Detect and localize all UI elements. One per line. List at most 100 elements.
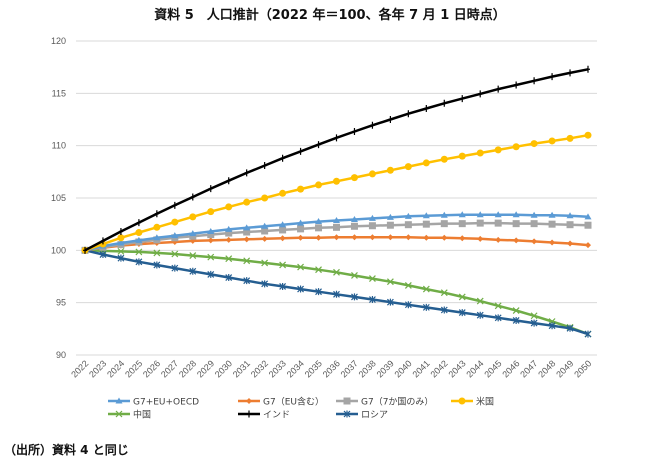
data-point (512, 316, 520, 324)
data-point (386, 298, 394, 306)
legend-marker (115, 397, 123, 404)
data-point (297, 185, 305, 193)
data-point (225, 229, 233, 237)
data-point (531, 238, 538, 245)
data-point (442, 99, 447, 107)
data-point (422, 285, 430, 293)
data-point (458, 211, 466, 218)
data-point (207, 227, 215, 234)
data-point (476, 297, 484, 305)
data-point (458, 293, 466, 301)
legend-item: G7（7か国のみ） (336, 397, 433, 408)
series-line (84, 133, 589, 252)
data-point (530, 319, 538, 327)
x-tick-label: 2045 (482, 358, 503, 379)
data-point (458, 309, 466, 317)
y-tick-label: 90 (56, 350, 66, 360)
data-point (386, 213, 394, 220)
data-point (440, 306, 448, 314)
data-point (458, 152, 466, 160)
data-point (243, 198, 251, 206)
data-point (261, 280, 269, 288)
data-point (476, 149, 484, 157)
data-point (117, 254, 125, 262)
data-point (494, 302, 502, 310)
data-point (458, 220, 466, 228)
data-point (117, 234, 125, 242)
data-point (494, 219, 502, 227)
x-tick-label: 2038 (357, 358, 378, 379)
data-point (406, 110, 411, 118)
legend-label: 中国 (133, 409, 151, 421)
data-point (369, 234, 376, 241)
legend-label: G7（7か国のみ） (361, 397, 433, 408)
data-point (333, 177, 340, 185)
data-point (261, 235, 268, 242)
data-point (297, 285, 304, 293)
data-point (135, 236, 143, 243)
data-point (279, 189, 287, 197)
legend-label: インド (263, 411, 290, 421)
x-tick-label: 2025 (123, 358, 144, 379)
data-point (261, 259, 269, 267)
x-tick-label: 2027 (159, 358, 180, 379)
x-tick-label: 2043 (446, 358, 467, 379)
data-point (135, 229, 143, 237)
data-point (279, 221, 287, 228)
data-point (207, 208, 215, 216)
x-tick-label: 2031 (231, 358, 252, 379)
legend-label: G7+EU+OECD (133, 398, 199, 408)
data-point (171, 250, 179, 258)
data-point (369, 275, 376, 283)
data-point (261, 227, 269, 235)
data-point (404, 221, 412, 229)
data-point (586, 65, 590, 73)
data-point (388, 116, 393, 123)
legend-item: インド (238, 410, 290, 421)
data-point (135, 258, 143, 266)
data-point (153, 261, 161, 269)
y-tick-label: 110 (52, 141, 66, 151)
data-point (422, 303, 430, 311)
x-tick-label: 2039 (375, 358, 396, 379)
data-point (584, 221, 592, 229)
x-tick-label: 2047 (518, 358, 539, 379)
data-point (422, 212, 430, 219)
data-point (153, 234, 161, 241)
legend-item: G7（EU含む） (238, 396, 324, 408)
x-tick-label: 2050 (572, 358, 593, 379)
data-point (585, 242, 591, 249)
data-point (208, 185, 213, 193)
data-point (153, 249, 161, 257)
y-tick-label: 120 (51, 36, 66, 46)
data-point (584, 213, 592, 220)
data-point (261, 222, 269, 229)
data-point (350, 222, 358, 230)
line-chart: 90 95 100 105 110 115 120 20222023202420252026… (51, 36, 597, 421)
legend-label: G7（EU含む） (263, 396, 324, 408)
data-point (297, 234, 304, 241)
x-tick-label: 2048 (536, 358, 557, 379)
data-point (460, 95, 465, 103)
x-tick-label: 2024 (105, 358, 126, 379)
legend-marker (246, 398, 252, 404)
data-point (315, 218, 323, 225)
data-point (530, 211, 538, 218)
data-point (494, 314, 502, 322)
gridlines (76, 40, 597, 356)
data-point (171, 232, 179, 239)
data-point (440, 289, 448, 297)
data-point (404, 301, 412, 309)
data-point (494, 146, 502, 154)
data-point (476, 311, 484, 319)
data-point (351, 234, 358, 241)
data-point (513, 237, 520, 244)
data-point (350, 215, 358, 222)
data-point (512, 143, 520, 151)
x-tick-label: 2040 (393, 358, 414, 379)
data-point (207, 253, 215, 261)
data-point (478, 90, 483, 98)
data-point (532, 77, 537, 85)
legend-item: G7+EU+OECD (108, 397, 199, 408)
legend-marker (343, 410, 351, 418)
